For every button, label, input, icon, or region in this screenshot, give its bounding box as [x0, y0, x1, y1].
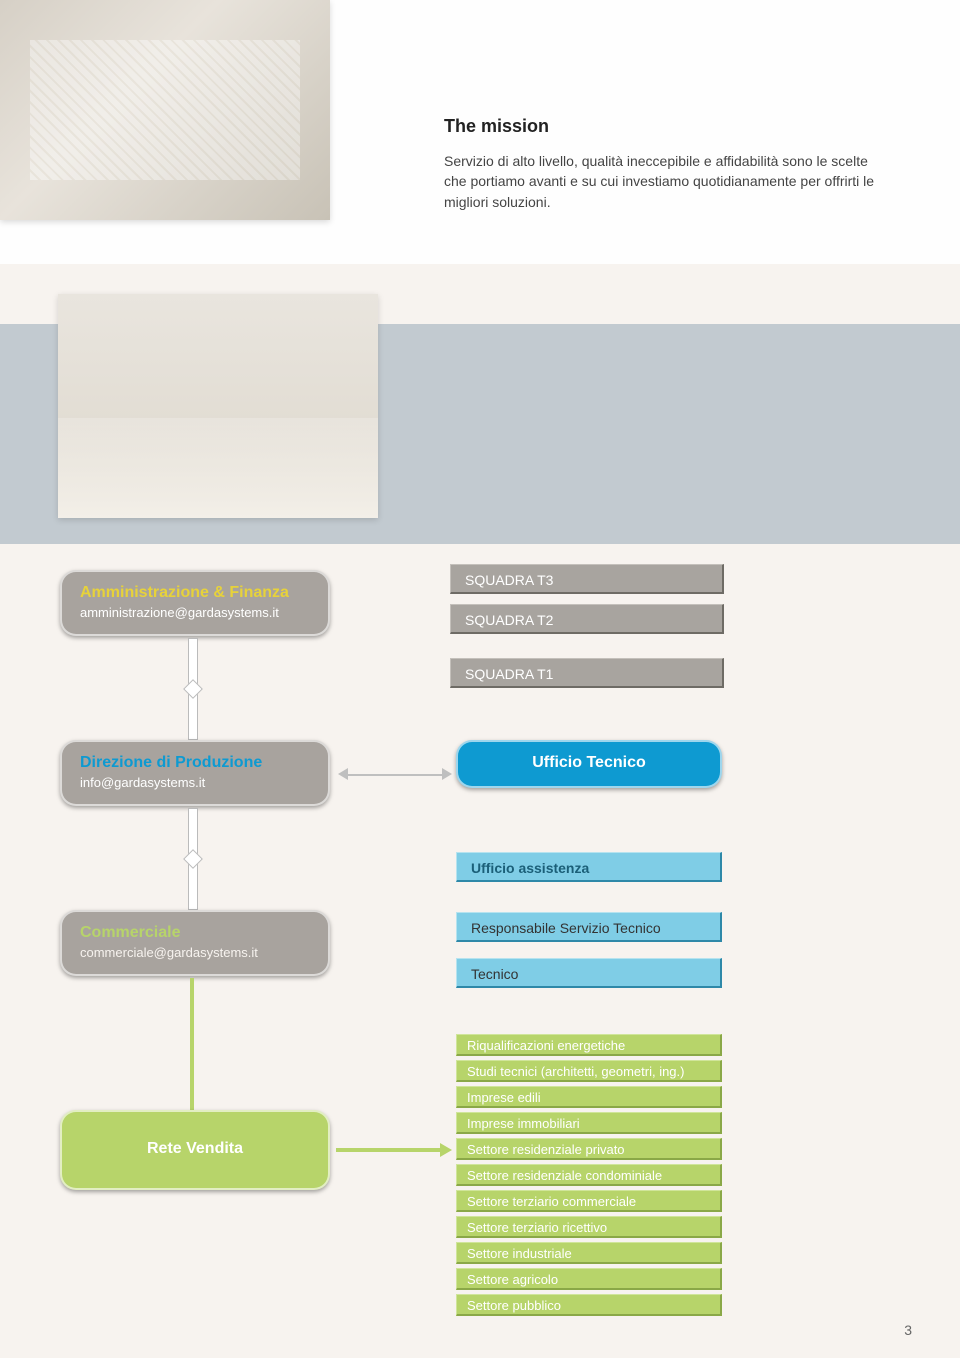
block-commerciale: Commerciale commerciale@gardasystems.it: [60, 910, 330, 976]
sector-item: Settore agricolo: [456, 1268, 722, 1290]
sector-item: Riqualificazioni energetiche: [456, 1034, 722, 1056]
org-chart: Amministrazione & Finanza amministrazion…: [48, 570, 928, 1320]
ufficio-assistenza: Ufficio assistenza: [456, 852, 722, 882]
connector-diamond-2: [183, 849, 203, 869]
sector-item: Settore pubblico: [456, 1294, 722, 1316]
page-number: 3: [904, 1322, 912, 1338]
responsabile-servizio-tecnico: Responsabile Servizio Tecnico: [456, 912, 722, 942]
arrow-prod-right: [442, 768, 452, 780]
block-rete-vendita-title: Rete Vendita: [147, 1140, 243, 1158]
sector-item: Imprese immobiliari: [456, 1112, 722, 1134]
squadra-t3: SQUADRA T3: [450, 564, 724, 594]
sector-item: Settore terziario commerciale: [456, 1190, 722, 1212]
arrow-rete-sectors: [440, 1143, 452, 1157]
block-ufficio-tecnico-title: Ufficio Tecnico: [532, 754, 646, 772]
block-admin-title: Amministrazione & Finanza: [80, 584, 310, 602]
mission-title: The mission: [444, 116, 884, 137]
squadra-t2: SQUADRA T2: [450, 604, 724, 634]
sector-item: Settore industriale: [456, 1242, 722, 1264]
sector-item: Settore residenziale condominiale: [456, 1164, 722, 1186]
sector-item: Settore terziario ricettivo: [456, 1216, 722, 1238]
sector-item: Imprese edili: [456, 1086, 722, 1108]
block-rete-vendita: Rete Vendita: [60, 1110, 330, 1190]
mission-body: Servizio di alto livello, qualità inecce…: [444, 151, 884, 212]
block-admin: Amministrazione & Finanza amministrazion…: [60, 570, 330, 636]
block-ufficio-tecnico: Ufficio Tecnico: [456, 740, 722, 788]
block-produzione-title: Direzione di Produzione: [80, 754, 310, 772]
block-produzione-sub: info@gardasystems.it: [80, 775, 310, 790]
sectors-stack: Riqualificazioni energetiche Studi tecni…: [456, 1034, 722, 1320]
arrow-prod-left: [338, 768, 348, 780]
connector-rete-sectors: [336, 1148, 440, 1152]
connector-diamond-1: [183, 679, 203, 699]
connector-comm-rete: [190, 978, 194, 1110]
photo-family: [58, 294, 378, 518]
block-commerciale-sub: commerciale@gardasystems.it: [80, 945, 310, 960]
block-admin-sub: amministrazione@gardasystems.it: [80, 605, 310, 620]
block-commerciale-title: Commerciale: [80, 924, 310, 942]
sector-item: Studi tecnici (architetti, geometri, ing…: [456, 1060, 722, 1082]
mission-block: The mission Servizio di alto livello, qu…: [444, 116, 884, 212]
sector-item: Settore residenziale privato: [456, 1138, 722, 1160]
tecnico: Tecnico: [456, 958, 722, 988]
connector-prod-tecnico: [348, 774, 442, 776]
block-produzione: Direzione di Produzione info@gardasystem…: [60, 740, 330, 806]
squadra-t1: SQUADRA T1: [450, 658, 724, 688]
photo-top: [0, 0, 330, 220]
